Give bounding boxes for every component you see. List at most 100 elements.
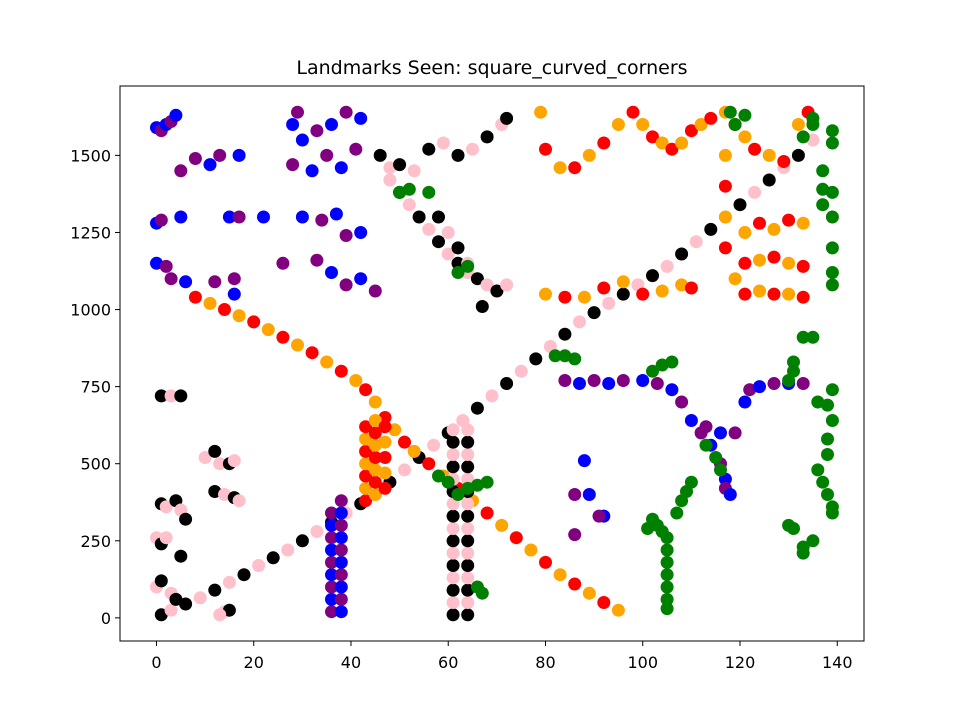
data-point [806, 534, 820, 548]
data-point [291, 338, 304, 352]
data-point [310, 124, 324, 138]
x-tick-label: 120 [725, 653, 756, 672]
data-point [320, 355, 334, 369]
data-point [539, 555, 552, 569]
data-point [451, 488, 465, 501]
data-point [325, 543, 338, 557]
x-tick-label: 140 [822, 653, 853, 672]
data-point [349, 374, 363, 387]
data-point [402, 198, 416, 212]
plot-frame [119, 85, 865, 642]
data-point [821, 488, 834, 501]
data-point [524, 543, 538, 557]
data-point [354, 272, 368, 286]
data-point [334, 592, 348, 606]
data-point [704, 222, 718, 236]
data-point [359, 469, 373, 483]
data-point [558, 327, 572, 341]
data-point [334, 518, 348, 532]
data-point [325, 568, 338, 582]
data-point [548, 349, 562, 363]
data-point [738, 256, 752, 270]
data-point [378, 481, 392, 495]
data-point [806, 330, 820, 344]
data-point [660, 568, 674, 582]
data-point [422, 142, 436, 156]
data-point [325, 555, 338, 569]
data-point [728, 118, 742, 131]
data-point [339, 105, 353, 119]
y-axis: 0 250 500 750 1000 1250 1500 [70, 146, 120, 628]
data-point [276, 330, 290, 344]
data-point [602, 296, 616, 310]
data-point [568, 352, 582, 366]
data-point [723, 105, 737, 119]
data-point [650, 377, 664, 390]
data-point [762, 173, 776, 187]
x-axis: 0 20 40 60 80 100 120 140 [151, 641, 853, 672]
data-point [811, 395, 825, 409]
data-point [816, 198, 830, 212]
data-point [359, 420, 373, 434]
data-point [461, 259, 475, 273]
data-point [325, 531, 338, 545]
data-point [402, 182, 416, 196]
data-point [208, 444, 222, 458]
data-point [334, 580, 348, 594]
data-point [461, 596, 475, 609]
data-point [602, 377, 616, 390]
data-point [222, 575, 236, 589]
data-point [738, 287, 752, 301]
x-tick-label: 0 [151, 653, 161, 672]
data-point [480, 130, 494, 144]
data-point [169, 592, 183, 606]
data-point [568, 528, 582, 542]
data-point [529, 352, 543, 366]
data-point [636, 374, 650, 387]
data-point [169, 108, 183, 122]
data-point [480, 475, 494, 489]
data-point [325, 592, 338, 606]
data-point [213, 457, 227, 471]
data-point [218, 488, 231, 501]
data-point [179, 512, 193, 526]
data-point [665, 355, 679, 369]
data-point [597, 596, 611, 609]
data-point [670, 506, 684, 520]
data-point [359, 444, 373, 458]
data-point [500, 377, 514, 390]
data-point [451, 241, 465, 255]
data-point [247, 315, 261, 329]
data-point [728, 272, 742, 286]
data-point [291, 105, 304, 119]
data-point [495, 518, 509, 532]
data-point [218, 303, 231, 316]
data-point [359, 432, 373, 446]
data-point [461, 472, 475, 486]
data-point [222, 210, 236, 224]
data-point [568, 577, 582, 591]
data-point [339, 229, 353, 242]
data-point [334, 531, 348, 545]
data-point [509, 531, 523, 545]
data-point [446, 522, 460, 535]
data-point [704, 111, 718, 125]
data-point [655, 136, 669, 150]
y-tick-label: 1250 [70, 223, 111, 242]
data-point [451, 148, 465, 162]
data-point [368, 426, 382, 440]
data-point [558, 290, 572, 304]
y-tick-label: 750 [80, 378, 111, 397]
data-point [660, 531, 674, 545]
data-point [203, 296, 217, 310]
points-layer [150, 105, 839, 622]
data-point [422, 457, 436, 471]
data-point [325, 266, 338, 279]
data-point [811, 463, 825, 477]
data-point [159, 500, 173, 514]
data-point [616, 275, 630, 289]
data-point [461, 423, 475, 437]
data-point [232, 309, 246, 323]
data-point [305, 346, 319, 360]
data-point [334, 161, 348, 175]
